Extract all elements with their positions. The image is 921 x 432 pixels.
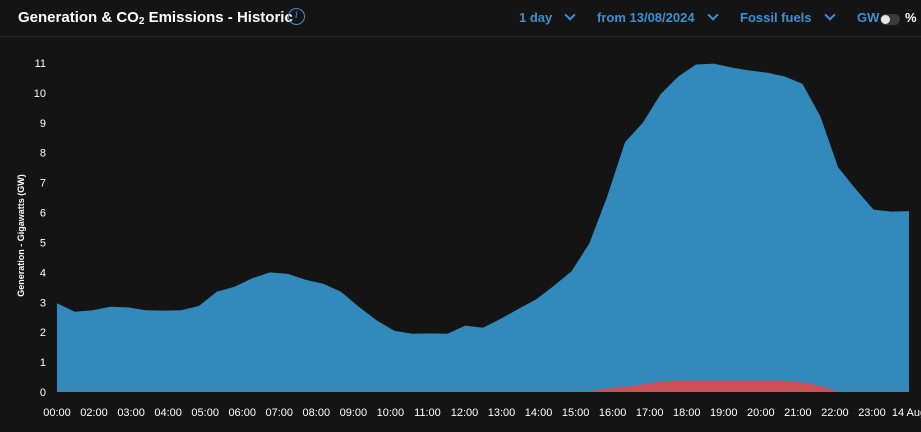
x-tick-label: 04:00 bbox=[154, 407, 182, 419]
x-tick-label: 00:00 bbox=[43, 407, 71, 419]
unit-toggle[interactable] bbox=[880, 14, 900, 25]
x-tick-label: 14 Aug bbox=[892, 407, 921, 419]
x-tick-label: 12:00 bbox=[451, 407, 479, 419]
y-tick-label: 6 bbox=[40, 208, 46, 220]
y-tick-label: 2 bbox=[40, 327, 46, 339]
x-tick-label: 14:00 bbox=[525, 407, 553, 419]
fuel-filter-dropdown[interactable]: Fossil fuels bbox=[740, 9, 836, 25]
x-tick-label: 19:00 bbox=[710, 407, 738, 419]
x-tick-label: 03:00 bbox=[117, 407, 145, 419]
y-tick-label: 10 bbox=[34, 88, 46, 100]
x-tick-label: 22:00 bbox=[821, 407, 849, 419]
y-tick-label: 9 bbox=[40, 118, 46, 130]
y-tick-label: 5 bbox=[40, 237, 46, 249]
y-tick-label: 0 bbox=[40, 387, 46, 399]
chart-title: Generation & CO2 Emissions - Historic bbox=[18, 9, 293, 27]
unit-gw-label: GW bbox=[857, 10, 880, 25]
y-tick-label: 7 bbox=[40, 178, 46, 190]
info-icon[interactable]: i bbox=[288, 8, 305, 25]
x-tick-label: 09:00 bbox=[340, 407, 368, 419]
x-tick-label: 15:00 bbox=[562, 407, 590, 419]
x-tick-label: 23:00 bbox=[858, 407, 886, 419]
chart-header: Generation & CO2 Emissions - Historic i … bbox=[0, 0, 921, 37]
toggle-knob bbox=[881, 15, 890, 24]
emissions-area bbox=[57, 380, 909, 392]
y-tick-label: 8 bbox=[40, 148, 46, 160]
y-tick-label: 11 bbox=[35, 58, 46, 70]
y-axis-title: Generation - Gigawatts (GW) bbox=[16, 174, 26, 297]
period-dropdown[interactable]: 1 day bbox=[519, 9, 576, 25]
y-tick-label: 1 bbox=[40, 357, 46, 369]
x-tick-label: 16:00 bbox=[599, 407, 627, 419]
x-tick-label: 05:00 bbox=[191, 407, 219, 419]
unit-percent-label: % bbox=[905, 10, 917, 25]
from-date-dropdown[interactable]: from 13/08/2024 bbox=[597, 9, 719, 25]
x-tick-label: 08:00 bbox=[303, 407, 331, 419]
fossil-generation-area bbox=[57, 63, 909, 392]
x-tick-label: 18:00 bbox=[673, 407, 701, 419]
x-tick-label: 10:00 bbox=[377, 407, 405, 419]
x-tick-label: 17:00 bbox=[636, 407, 664, 419]
y-tick-label: 4 bbox=[40, 267, 46, 279]
x-tick-label: 13:00 bbox=[488, 407, 516, 419]
x-tick-label: 11:00 bbox=[414, 407, 441, 419]
x-tick-label: 07:00 bbox=[265, 407, 293, 419]
y-tick-label: 3 bbox=[40, 297, 46, 309]
x-tick-label: 02:00 bbox=[80, 407, 108, 419]
x-tick-label: 21:00 bbox=[784, 407, 812, 419]
x-tick-label: 20:00 bbox=[747, 407, 775, 419]
x-tick-label: 06:00 bbox=[228, 407, 256, 419]
